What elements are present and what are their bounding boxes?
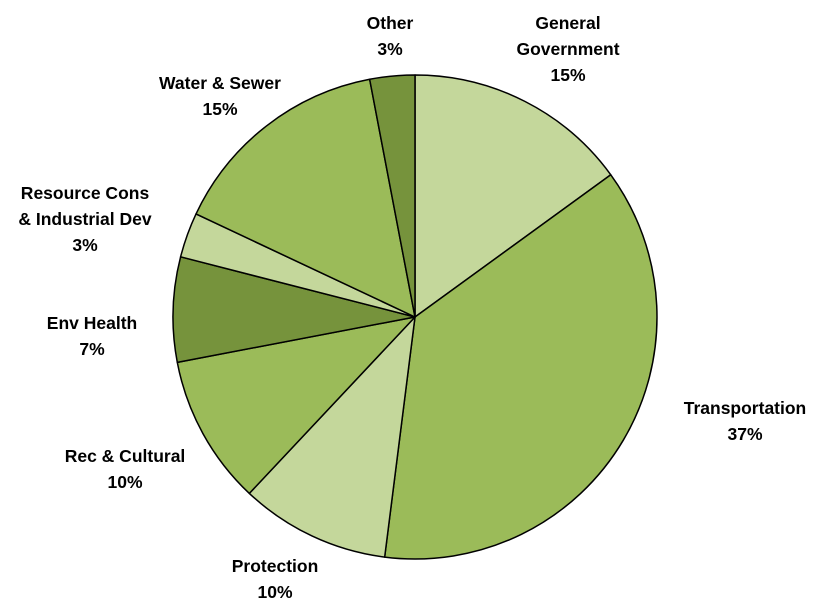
slice-label-percent: 15% (550, 65, 586, 85)
slice-label: Env Health 7% (47, 310, 137, 362)
slice-label: Rec & Cultural 10% (65, 443, 186, 495)
slice-label-name: Transportation (683, 398, 807, 418)
slice-label-percent: 37% (727, 424, 763, 444)
slice-label: Resource Cons & Industrial Dev 3% (18, 180, 151, 258)
slice-label: General Government 15% (516, 10, 619, 88)
pie-slice-env-health (172, 256, 416, 364)
slice-label-percent: 15% (202, 99, 238, 119)
pie-slice-rec-cultural (176, 316, 416, 495)
slice-label-percent: 7% (79, 339, 105, 359)
pie-slice-transportation (383, 174, 658, 560)
slice-label-percent: 10% (257, 582, 293, 602)
slice-label-name: Env Health (46, 313, 138, 333)
slice-label: Other 3% (367, 10, 414, 62)
pie-slice-other (368, 74, 416, 318)
slice-label: Transportation 37% (684, 395, 807, 447)
pie-slices (172, 74, 658, 560)
slice-label-name: Water & Sewer (159, 73, 281, 93)
slice-label-percent: 3% (377, 39, 403, 59)
pie-slice-water-sewer (195, 78, 416, 318)
slice-label: Water & Sewer 15% (159, 70, 281, 122)
slice-label-name: Resource Cons (20, 183, 150, 203)
slice-label-name: & Industrial Dev (18, 209, 152, 229)
slice-label-name: Rec & Cultural (64, 446, 186, 466)
slice-label-percent: 3% (72, 235, 98, 255)
pie-slice-protection (248, 316, 416, 558)
pie-slice-general-government (414, 74, 612, 318)
slice-label: Protection 10% (232, 553, 319, 605)
slice-label-name: General (535, 13, 601, 33)
slice-label-name: Protection (231, 556, 319, 576)
slice-label-percent: 10% (107, 472, 143, 492)
slice-label-name: Government (516, 39, 620, 59)
slice-label-name: Other (366, 13, 414, 33)
